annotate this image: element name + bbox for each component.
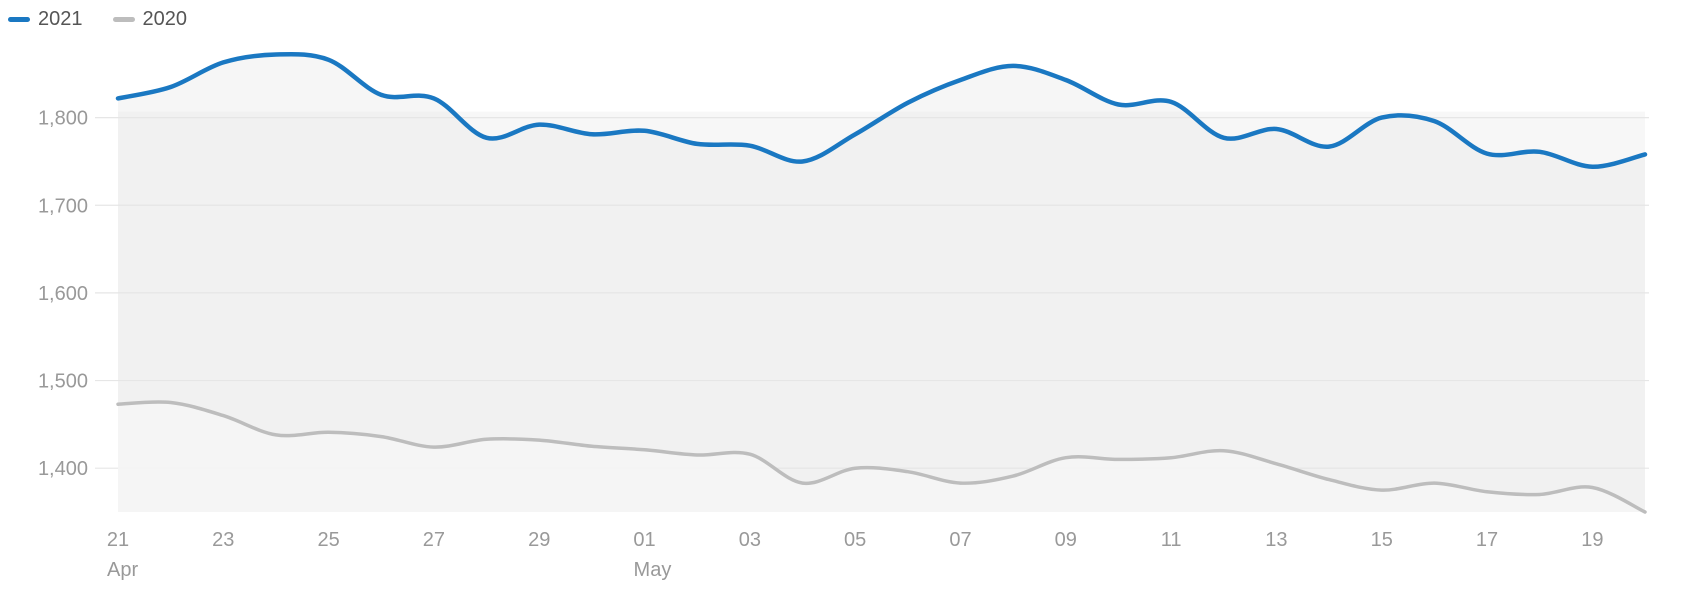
series-line-2020[interactable] — [116, 400, 1647, 514]
legend-swatch-2020 — [112, 17, 135, 22]
y-tick-label: 1,400 — [38, 458, 88, 480]
x-tick-label: 01 — [633, 529, 655, 551]
series-line-2021[interactable] — [115, 51, 1648, 169]
series-area-2021 — [118, 54, 1645, 513]
x-tick-label: 25 — [317, 529, 339, 551]
x-tick-label: 11 — [1161, 529, 1182, 551]
legend-item-2020[interactable]: 2020 — [112, 8, 188, 31]
x-tick-label: 19 — [1581, 529, 1603, 551]
x-tick-label: 29 — [528, 529, 550, 551]
chart-legend: 2021 2020 — [8, 8, 187, 31]
x-tick-label: 13 — [1265, 529, 1287, 551]
legend-swatch-2021 — [8, 17, 30, 22]
x-axis: 21 Apr 23 25 27 29 01 May 03 05 07 09 11 13 15 17 19 — [107, 529, 1604, 581]
x-tick-label: 05 — [844, 529, 866, 551]
x-tick-label: 09 — [1055, 529, 1077, 551]
series-areas — [118, 54, 1645, 513]
series-area-2020 — [118, 401, 1645, 512]
x-tick-sublabel: May — [634, 559, 672, 581]
y-tick-label: 1,800 — [38, 108, 88, 130]
x-tick-label: 23 — [212, 529, 234, 551]
x-tick-label: 27 — [423, 529, 445, 551]
x-tick-label: 15 — [1371, 529, 1393, 551]
x-tick-label: 07 — [949, 529, 971, 551]
legend-item-2021[interactable]: 2021 — [8, 8, 83, 31]
y-axis: 1,400 1,500 1,600 1,700 1,800 — [38, 108, 88, 481]
y-tick-label: 1,700 — [38, 195, 88, 217]
x-tick-label: 03 — [739, 529, 761, 551]
series-lines — [115, 51, 1648, 514]
x-tick-label: 21 — [107, 529, 129, 551]
x-tick-sublabel: Apr — [107, 559, 138, 581]
legend-label-2021: 2021 — [38, 8, 83, 30]
y-tick-label: 1,500 — [38, 371, 88, 393]
y-tick-label: 1,600 — [38, 283, 88, 305]
legend-label-2020: 2020 — [142, 8, 188, 30]
x-tick-label: 17 — [1476, 529, 1498, 551]
